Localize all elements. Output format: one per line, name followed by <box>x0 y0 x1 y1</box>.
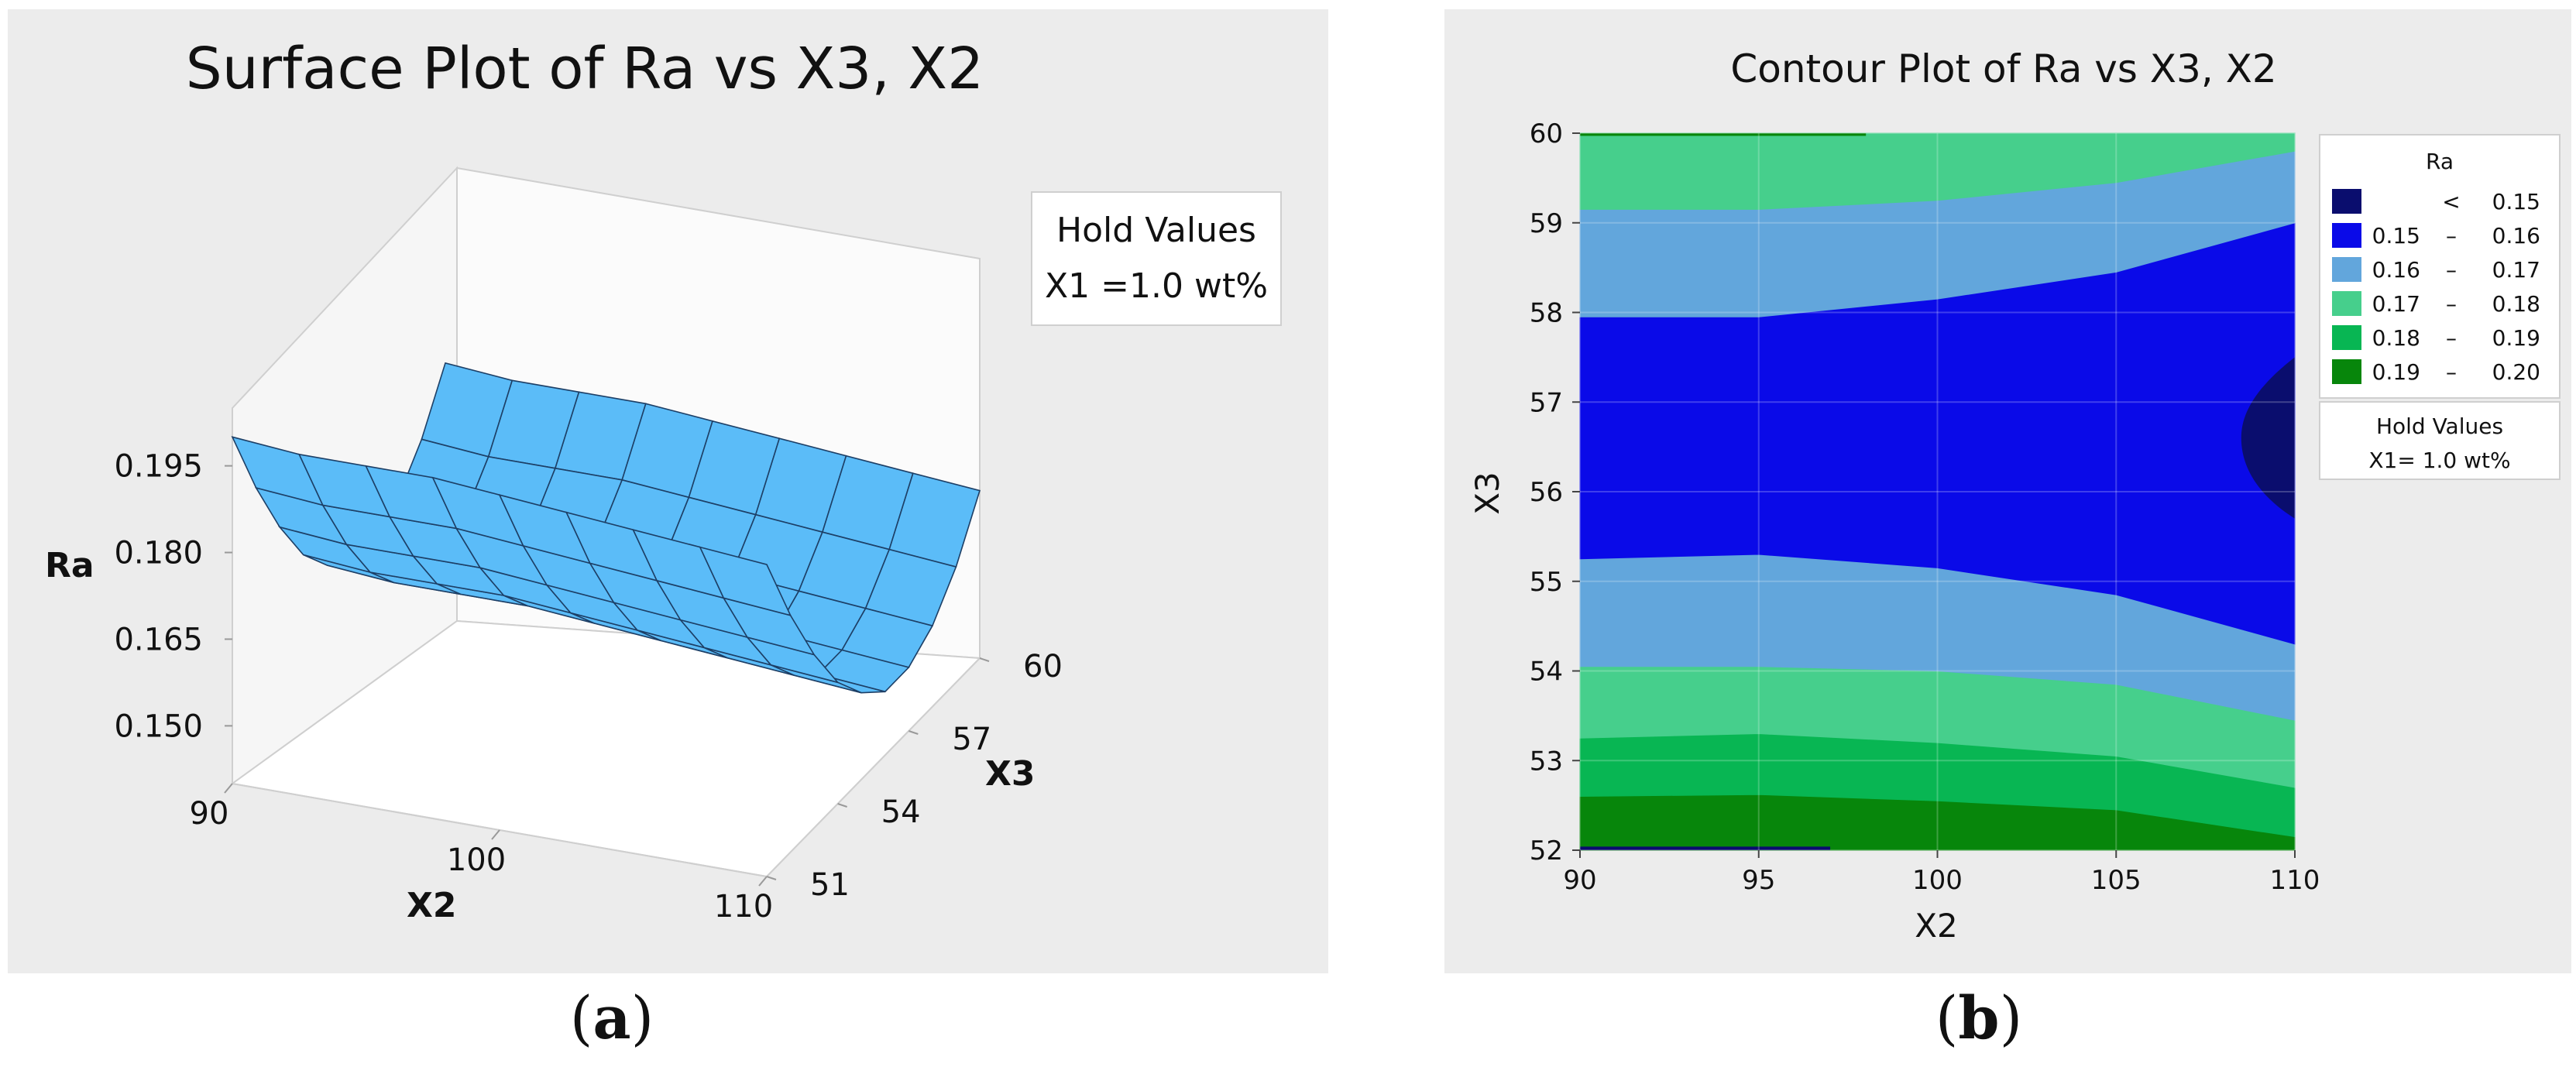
legend-lo-label: 0.16 <box>2372 257 2420 283</box>
caption-b-close: ) <box>1999 983 2023 1052</box>
x3-tick-label: 60 <box>1023 649 1063 684</box>
contour-legend: Ra <0.150.15–0.160.16–0.170.17–0.180.18–… <box>2319 134 2561 399</box>
contour-y-tick-label: 59 <box>1530 208 1563 239</box>
x3-tick-label: 54 <box>881 794 921 830</box>
legend-title: Ra <box>2426 149 2454 174</box>
x3-tick-mark <box>837 803 847 808</box>
legend-separator: < <box>2442 189 2460 214</box>
hold-values-title: Hold Values <box>1056 211 1256 250</box>
surface-axis-ticks: 0.150 0.165 0.180 0.195 90 100 110 51 54 57 60 <box>114 449 1062 925</box>
z-tick-label: 0.195 <box>114 449 203 485</box>
x2-tick-label: 100 <box>447 842 506 878</box>
contour-y-tick-label: 56 <box>1530 477 1563 508</box>
hold-values-value: X1 =1.0 wt% <box>1045 266 1268 306</box>
front-edge-x3 <box>766 657 981 877</box>
contour-gridlines <box>1579 132 2296 851</box>
contour-regions <box>1579 132 2296 851</box>
contour-y-tick-label: 57 <box>1530 387 1563 418</box>
legend-swatch <box>2332 291 2361 316</box>
x2-tick-mark <box>224 783 233 794</box>
legend-swatch <box>2332 189 2361 214</box>
surface-plot-panel: Surface Plot of Ra vs X3, X2 0.150 0.165 0… <box>8 9 1328 973</box>
caption-a: (a) <box>496 983 728 1052</box>
contour-hold-values-title: Hold Values <box>2376 413 2503 439</box>
hold-values-box: Hold Values X1 =1.0 wt% <box>1031 191 1282 326</box>
legend-swatch <box>2332 257 2361 282</box>
x2-tick-label: 110 <box>714 889 773 925</box>
contour-y-tick-label: 54 <box>1530 657 1563 688</box>
x3-tick-mark <box>908 730 919 735</box>
caption-a-open: ( <box>569 983 593 1052</box>
legend-hi-label: 0.17 <box>2492 257 2540 283</box>
contour-plot-title: Contour Plot of Ra vs X3, X2 <box>1730 46 2276 91</box>
caption-b-letter: b <box>1958 983 2000 1052</box>
legend-separator: – <box>2446 257 2457 283</box>
contour-plot-panel: Contour Plot of Ra vs X3, X2 90 95 100 105 1… <box>1444 9 2571 973</box>
legend-swatch <box>2332 359 2361 384</box>
surface-plot-title: Surface Plot of Ra vs X3, X2 <box>186 36 984 102</box>
legend-lo-label: 0.19 <box>2372 359 2420 385</box>
legend-separator: – <box>2446 291 2457 317</box>
contour-x-tick-label: 105 <box>2091 865 2142 896</box>
contour-y-tick-label: 53 <box>1530 746 1563 777</box>
legend-separator: – <box>2446 223 2457 249</box>
x2-axis-label: X2 <box>407 886 457 925</box>
legend-lo-label: 0.18 <box>2372 325 2420 351</box>
legend-separator: – <box>2446 359 2457 385</box>
region-lt-015 <box>2241 357 2295 519</box>
contour-hold-values-box: Hold Values X1= 1.0 wt% <box>2319 401 2561 480</box>
caption-a-letter: a <box>592 983 631 1052</box>
x3-axis-label: X3 <box>985 754 1036 794</box>
legend-swatch <box>2332 223 2361 248</box>
z-tick-label: 0.150 <box>114 708 203 744</box>
contour-y-tick-label: 58 <box>1530 298 1563 329</box>
x2-tick-label: 90 <box>190 796 229 832</box>
caption-b-open: ( <box>1935 983 1959 1052</box>
legend-hi-label: 0.20 <box>2492 359 2540 385</box>
x2-tick-mark <box>758 876 768 887</box>
legend-hi-label: 0.18 <box>2492 291 2540 317</box>
contour-x-tick-label: 110 <box>2270 865 2320 896</box>
caption-b: (b) <box>1863 983 2095 1052</box>
caption-a-close: ) <box>630 983 654 1052</box>
z-tick-label: 0.165 <box>114 622 203 657</box>
legend-lo-label: 0.15 <box>2372 223 2420 249</box>
contour-hold-values-value: X1= 1.0 wt% <box>2368 448 2510 473</box>
legend-separator: – <box>2446 325 2457 351</box>
surface-plot: Surface Plot of Ra vs X3, X2 0.1500.1650… <box>45 36 1282 925</box>
contour-plot: Contour Plot of Ra vs X3, X2 90 95 100 105 1… <box>1468 46 2561 945</box>
contour-y-axis-label: X3 <box>1468 472 1506 515</box>
surface-mesh <box>231 362 981 694</box>
contour-x-tick-label: 100 <box>1912 865 1963 896</box>
contour-x-axis-label: X2 <box>1915 907 1958 945</box>
contour-axis-ticks: 90 95 100 105 110 52 53 54 55 56 57 58 59 60 <box>1530 118 2320 896</box>
legend-swatch <box>2332 325 2361 350</box>
surface-cell <box>699 546 792 616</box>
x3-tick-label: 57 <box>952 722 991 757</box>
z-tick-label: 0.180 <box>114 536 203 571</box>
legend-hi-label: 0.16 <box>2492 223 2540 249</box>
contour-y-tick-label: 60 <box>1530 118 1563 149</box>
x3-tick-label: 51 <box>810 867 850 903</box>
legend-hi-label: 0.15 <box>2492 189 2540 214</box>
region-edge-top <box>1580 133 1867 136</box>
x2-tick-mark <box>491 829 500 840</box>
x3-tick-mark <box>979 657 990 662</box>
legend-lo-label: 0.17 <box>2372 291 2420 317</box>
region-edge-bottom <box>1580 846 1831 850</box>
contour-y-tick-label: 52 <box>1530 835 1563 866</box>
legend-hi-label: 0.19 <box>2492 325 2540 351</box>
contour-x-tick-label: 90 <box>1563 865 1596 896</box>
x3-tick-mark <box>766 876 777 880</box>
legend-items: <0.150.15–0.160.16–0.170.17–0.180.18–0.1… <box>2332 189 2540 385</box>
contour-y-tick-label: 55 <box>1530 567 1563 598</box>
contour-x-tick-label: 95 <box>1742 865 1775 896</box>
z-axis-label: Ra <box>45 546 94 585</box>
